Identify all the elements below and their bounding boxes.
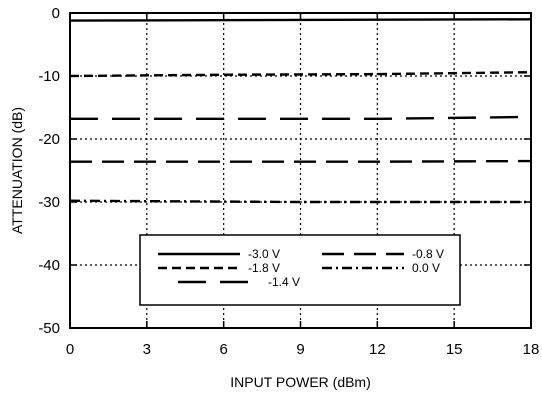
series-line-1 [69, 71, 532, 78]
x-tick-label: 6 [219, 341, 227, 358]
y-tick-label: -50 [38, 320, 60, 337]
x-tick-label: 15 [446, 341, 463, 358]
series-line-2 [70, 115, 532, 121]
x-tick-label: 3 [143, 341, 151, 358]
y-tick-label: -30 [38, 194, 60, 211]
y-axis-title: ATTENUATION (dB) [9, 107, 25, 234]
y-tick-label: -40 [38, 257, 60, 274]
x-tick-label: 0 [66, 341, 74, 358]
tick-labels: 0 3 6 9 12 15 18 0 -10 -20 -30 -40 -50 [38, 5, 539, 358]
y-tick-label: -20 [38, 131, 60, 148]
legend-box [139, 234, 461, 306]
legend-label-4: 0.0 V [412, 261, 440, 275]
x-tick-label: 9 [296, 341, 304, 358]
legend-label-2: -1.4 V [268, 275, 300, 289]
legend-label-1: -1.8 V [248, 261, 280, 275]
x-axis-title: INPUT POWER (dBm) [230, 374, 371, 390]
legend-label-0: -3.0 V [248, 247, 280, 261]
legend-label-3: -0.8 V [412, 247, 444, 261]
x-tick-label: 12 [369, 341, 386, 358]
axis-ticks [69, 12, 532, 329]
y-tick-label: 0 [52, 5, 60, 22]
series-line-4 [69, 199, 531, 204]
y-tick-label: -10 [38, 68, 60, 85]
x-tick-label: 18 [523, 341, 540, 358]
legend: -3.0 V-1.8 V-1.4 V -0.8 V0.0 V [139, 234, 461, 306]
series-line-3 [70, 159, 532, 163]
